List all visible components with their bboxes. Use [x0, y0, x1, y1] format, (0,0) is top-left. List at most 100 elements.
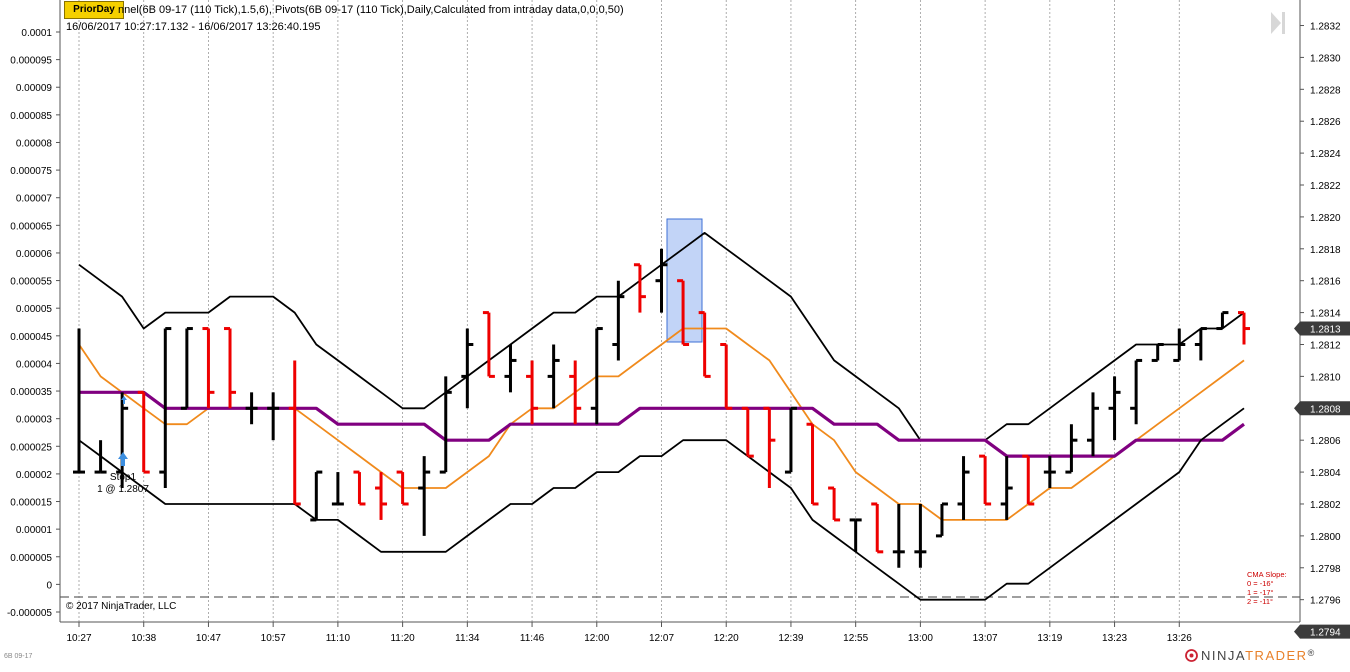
- ohlc-bar: [914, 503, 927, 568]
- right-tick-label: 1.2812: [1310, 340, 1341, 351]
- right-tick-label: 1.2800: [1310, 532, 1341, 543]
- ohlc-bar: [892, 503, 905, 568]
- left-tick-label: 0.000045: [10, 332, 52, 343]
- right-tick-label: 1.2796: [1310, 596, 1341, 607]
- ohlc-bar: [1108, 376, 1121, 441]
- left-tick-label: 0.000055: [10, 277, 52, 288]
- right-tick-label: 1.2818: [1310, 245, 1341, 256]
- price-markers: 1.2813 1.2808 1.2794: [1294, 321, 1350, 639]
- ohlc-bar: [504, 344, 517, 393]
- ohlc-bar: [482, 311, 495, 378]
- ohlc-bar: [331, 472, 344, 506]
- ohlc-bar: [288, 360, 301, 506]
- time-tick-label: 11:34: [455, 633, 480, 644]
- right-tick-label: 1.2824: [1310, 149, 1341, 160]
- right-tick-label: 1.2802: [1310, 500, 1341, 511]
- ohlc-bar: [957, 456, 970, 520]
- right-axis-ticks: 1.2832 1.2830 1.2828 1.2826 1.2824 1.2822 1.28…: [1300, 22, 1341, 607]
- brand-logo: NINJATRADER®: [1185, 648, 1350, 666]
- time-tick-label: 10:57: [261, 633, 286, 644]
- prior-day-button[interactable]: PriorDay: [64, 1, 124, 19]
- time-tick-label: 10:27: [66, 633, 91, 644]
- ohlc-bar: [698, 311, 711, 378]
- right-tick-label: 1.2810: [1310, 372, 1341, 383]
- time-tick-label: 13:19: [1037, 633, 1062, 644]
- right-tick-label: 1.2814: [1310, 309, 1341, 320]
- right-tick-label: 1.2816: [1310, 277, 1341, 288]
- right-tick-label: 1.2822: [1310, 181, 1341, 192]
- right-tick-label: 1.2826: [1310, 117, 1341, 128]
- ohlc-bar: [979, 454, 992, 506]
- time-tick-label: 12:00: [584, 633, 609, 644]
- slope-line-0: 0 = -16°: [1247, 579, 1274, 588]
- ohlc-bar: [202, 327, 215, 409]
- trade-marker-detail: 1 @ 1.2807: [97, 484, 149, 495]
- left-tick-label: 0.00009: [16, 83, 53, 94]
- trade-marker[interactable]: Stop1 1 @ 1.2807: [97, 396, 149, 495]
- left-tick-label: 0.000065: [10, 221, 52, 232]
- time-tick-label: 13:26: [1167, 633, 1192, 644]
- slope-line-1: 1 = -17°: [1247, 588, 1274, 597]
- ohlc-bar: [1043, 456, 1056, 489]
- play-forward-icon[interactable]: [1268, 10, 1288, 36]
- cma-slope-box: CMA Slope: 0 = -16° 1 = -17° 2 = -11°: [1247, 570, 1287, 606]
- left-tick-label: 0: [46, 580, 52, 591]
- ohlc-bar: [267, 392, 280, 441]
- ohlc-bar: [655, 248, 668, 313]
- right-tick-label: 1.2832: [1310, 22, 1341, 33]
- ohlc-bar: [741, 406, 754, 458]
- left-tick-label: 0.0001: [21, 28, 52, 39]
- ohlc-bar: [590, 327, 603, 425]
- ohlc-bar: [806, 422, 819, 506]
- time-tick-label: 13:07: [973, 633, 998, 644]
- lower-band-line: [78, 407, 1245, 601]
- ohlc-bar: [612, 280, 625, 361]
- ohlc-bar: [569, 360, 582, 425]
- ohlc-bar: [1194, 327, 1207, 361]
- price-bars[interactable]: [73, 248, 1250, 568]
- left-tick-label: 0.000025: [10, 442, 52, 453]
- ohlc-bar: [159, 327, 172, 489]
- time-tick-label: 11:10: [326, 633, 351, 644]
- ohlc-bar: [1151, 342, 1164, 362]
- price-marker: 1.2808: [1294, 401, 1350, 416]
- time-tick-label: 11:46: [520, 633, 545, 644]
- time-axis-ticks: 10:27 10:38 10:47 10:57 11:10 11:20 11:34 11:46…: [66, 622, 1192, 644]
- left-tick-label: 0.00007: [16, 194, 53, 205]
- right-tick-label: 1.2806: [1310, 436, 1341, 447]
- ohlc-bar: [828, 486, 841, 522]
- ohlc-bar: [224, 327, 237, 409]
- left-tick-label: 0.000015: [10, 498, 52, 509]
- price-marker-label: 1.2794: [1310, 628, 1341, 639]
- ohlc-bar: [461, 328, 474, 409]
- ohlc-bar: [547, 344, 560, 409]
- ohlc-bar: [375, 472, 388, 520]
- left-tick-label: 0.00002: [16, 470, 53, 481]
- ohlc-bar: [439, 376, 452, 474]
- ohlc-bar: [1173, 328, 1186, 362]
- ohlc-bar: [310, 470, 323, 522]
- ohlc-bar: [116, 392, 129, 489]
- copyright: © 2017 NinjaTrader, LLC: [66, 601, 177, 612]
- ohlc-bar: [396, 470, 409, 506]
- ninja-logo-icon: [1185, 649, 1198, 662]
- indicator-legend: nnel(6B 09-17 (110 Tick),1.5,6), Pivots(…: [118, 4, 624, 16]
- left-tick-label: 0.00006: [16, 249, 53, 260]
- time-tick-label: 13:23: [1102, 633, 1127, 644]
- ohlc-bar: [353, 470, 366, 506]
- ohlc-bar: [633, 263, 646, 313]
- left-tick-label: 0.000095: [10, 56, 52, 67]
- time-tick-label: 13:00: [908, 633, 933, 644]
- left-tick-label: 0.00005: [16, 304, 53, 315]
- ohlc-bar: [1000, 456, 1013, 520]
- ohlc-bar: [1065, 424, 1078, 474]
- up-arrow-icon: [118, 452, 128, 466]
- time-tick-label: 12:55: [843, 633, 868, 644]
- ohlc-bar: [1130, 358, 1143, 425]
- price-marker: 1.2813: [1294, 321, 1350, 336]
- ohlc-bar: [1238, 311, 1250, 345]
- ohlc-bar: [1086, 392, 1099, 457]
- price-marker-label: 1.2813: [1310, 325, 1341, 336]
